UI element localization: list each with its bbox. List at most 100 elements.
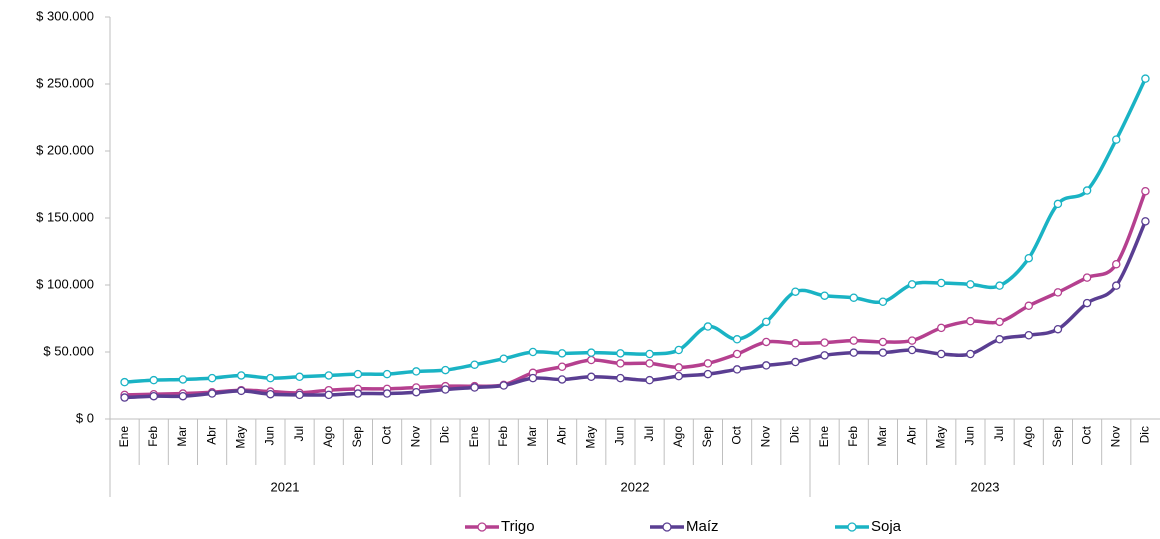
point-marker (907, 280, 917, 289)
point-marker (1053, 288, 1063, 297)
point-marker (470, 360, 479, 369)
x-tick-label: Sep (1050, 426, 1064, 448)
point-marker (995, 317, 1004, 327)
legend-marker (847, 522, 857, 532)
point-marker (382, 369, 392, 379)
point-marker (1112, 281, 1121, 290)
point-marker (1112, 259, 1121, 269)
point-marker (557, 375, 567, 384)
x-tick-label: Abr (204, 426, 218, 445)
x-tick-label: Ene (117, 426, 131, 448)
point-marker (703, 369, 713, 379)
point-marker (878, 348, 888, 357)
x-tick-label: Oct (1079, 425, 1093, 444)
x-tick-label: Feb (496, 426, 510, 447)
x-tick-label: Jul (992, 426, 1006, 441)
point-marker (907, 336, 917, 345)
x-tick-label: Mar (175, 426, 189, 447)
point-marker (499, 354, 508, 363)
point-marker (995, 335, 1004, 344)
x-tick-label: Mar (875, 426, 889, 447)
point-marker (266, 373, 275, 383)
point-marker (1024, 253, 1034, 263)
x-tick-label: Oct (379, 425, 393, 444)
point-marker (937, 323, 946, 333)
x-tick-label: Ago (321, 426, 335, 448)
point-marker (1024, 301, 1034, 311)
point-marker (966, 280, 975, 289)
point-marker (1053, 199, 1063, 209)
x-tick-label: Ago (1021, 426, 1035, 448)
point-marker (616, 349, 625, 358)
x-tick-label: Jun (263, 426, 277, 445)
series-line (124, 220, 1148, 400)
point-marker (470, 383, 479, 392)
x-tick-label: Jul (642, 426, 656, 441)
x-tick-label: Feb (146, 426, 160, 447)
x-tick-label: Ene (817, 426, 831, 448)
x-tick-label: May (233, 426, 247, 449)
point-marker (849, 336, 859, 345)
point-marker (324, 390, 333, 400)
point-marker (149, 375, 158, 385)
point-marker (849, 348, 859, 357)
point-marker (937, 278, 946, 288)
y-tick-label: $ 150.000 (36, 209, 94, 224)
legend-marker (477, 522, 487, 532)
x-tick-label: Ene (467, 426, 481, 448)
point-marker (1082, 298, 1092, 308)
y-tick-label: $ 200.000 (36, 142, 94, 157)
y-tick-label: $ 100.000 (36, 276, 94, 291)
legend-label: Trigo (501, 518, 535, 535)
point-marker (295, 390, 304, 400)
point-marker (791, 357, 800, 367)
point-marker (616, 373, 625, 383)
point-marker (1082, 273, 1092, 282)
point-marker (674, 345, 684, 355)
point-marker (441, 365, 450, 375)
point-marker (820, 338, 829, 347)
point-marker (1141, 74, 1150, 83)
x-tick-label: Sep (700, 426, 714, 448)
point-marker (587, 355, 596, 365)
point-marker (207, 389, 217, 398)
x-tick-label: May (933, 426, 947, 449)
x-tick-label: Nov (758, 426, 772, 447)
series-line (124, 77, 1147, 384)
point-marker (616, 359, 625, 368)
x-tick-label: Dic (1138, 426, 1152, 443)
x-tick-label: Jun (613, 426, 627, 445)
point-marker (120, 377, 129, 387)
point-marker (937, 349, 946, 359)
point-marker (1112, 135, 1121, 144)
point-marker (966, 349, 975, 359)
x-tick-label: Dic (438, 426, 452, 443)
y-tick-label: $ 50.000 (43, 343, 94, 358)
point-marker (703, 322, 713, 331)
point-marker (236, 386, 246, 396)
x-tick-label: Sep (350, 426, 364, 448)
point-marker (732, 349, 742, 359)
x-tick-label: Oct (729, 425, 743, 444)
point-marker (499, 381, 508, 390)
point-marker (149, 391, 158, 401)
x-tick-label: Ago (671, 426, 685, 448)
point-marker (762, 361, 771, 370)
point-marker (645, 375, 654, 385)
group-label: 2021 (271, 479, 300, 494)
x-tick-label: Abr (554, 426, 568, 445)
point-marker (178, 375, 188, 384)
group-label: 2023 (971, 479, 1000, 494)
point-marker (324, 371, 333, 380)
point-marker (762, 337, 771, 347)
point-marker (645, 349, 654, 359)
point-marker (557, 362, 567, 371)
point-marker (820, 291, 829, 300)
point-marker (995, 281, 1004, 290)
point-marker (557, 349, 567, 358)
point-marker (791, 287, 800, 296)
point-marker (703, 359, 713, 368)
point-marker (353, 389, 363, 398)
point-marker (878, 297, 888, 306)
